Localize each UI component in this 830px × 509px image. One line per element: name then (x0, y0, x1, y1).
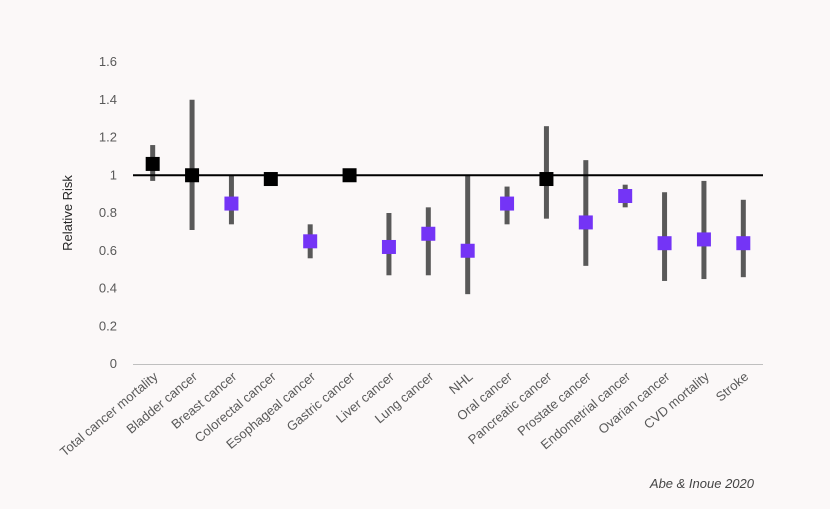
point-estimate (421, 226, 436, 241)
point-estimate (381, 239, 396, 254)
y-axis-title: Relative Risk (60, 175, 75, 251)
ci-bar (189, 99, 195, 230)
point-estimate (145, 156, 160, 171)
point-estimate (185, 168, 200, 183)
ci-bar (465, 175, 471, 295)
y-tick-label: 1 (110, 167, 117, 182)
point-estimate (224, 196, 239, 211)
point-estimate (342, 168, 357, 183)
y-tick-label: 1.2 (99, 130, 117, 145)
y-tick-label: 0.8 (99, 205, 117, 220)
y-tick-label: 0.6 (99, 243, 117, 258)
point-estimates (145, 156, 751, 258)
point-estimate (539, 172, 554, 187)
point-estimate (460, 243, 475, 258)
category-label: NHL (446, 369, 476, 397)
y-tick-label: 0 (110, 356, 117, 371)
point-estimate (618, 189, 633, 204)
point-estimate (696, 232, 711, 247)
point-estimate (303, 234, 318, 249)
y-tick-label: 0.2 (99, 318, 117, 333)
category-label: Stroke (713, 369, 751, 405)
y-tick-labels: 0 0.2 0.4 0.6 0.8 1 1.2 1.4 1.6 (99, 54, 117, 371)
y-axis-title-group: Relative Risk (60, 175, 75, 251)
point-estimate (263, 172, 278, 187)
y-tick-label: 1.4 (99, 92, 117, 107)
ci-bar (701, 180, 707, 280)
ci-bar (583, 160, 589, 266)
y-tick-label: 1.6 (99, 54, 117, 69)
point-estimate (578, 215, 593, 230)
confidence-intervals (150, 99, 746, 295)
source-credit: Abe & Inoue 2020 (649, 476, 754, 491)
ci-bar (425, 207, 431, 276)
point-estimate (736, 236, 751, 251)
point-estimate (500, 196, 515, 211)
point-estimate (657, 236, 672, 251)
y-tick-label: 0.4 (99, 281, 117, 296)
category-label: Gastric cancer (284, 368, 358, 434)
